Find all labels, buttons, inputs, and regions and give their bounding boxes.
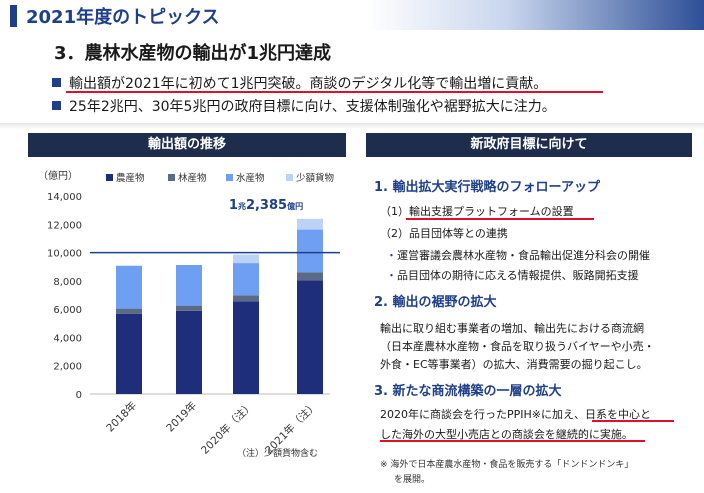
highlight-underline	[66, 91, 603, 93]
bar-segment	[297, 272, 323, 281]
y-tick-label: 10,000	[47, 249, 82, 260]
item-dot-1-text: 運営審議会農林水産物・食品輸出促進分科会の開催	[397, 249, 650, 262]
y-tick-label: 12,000	[47, 220, 82, 231]
item-dot-2-text: 品目団体の期待に応える情報提供、販路開拓支援	[397, 269, 639, 282]
bar-segment	[297, 229, 323, 273]
page-title: 2021年度のトピックス	[26, 7, 220, 28]
footnote-line-2: を展開。	[394, 475, 431, 485]
legend-swatch	[168, 174, 175, 181]
s2-line-3: 外食・EC等事業者）の拡大、消費需要の掘り起こし。	[380, 358, 648, 371]
bar-segment	[233, 301, 259, 394]
chart-legend: 農産物 林産物 水産物 少額貨物	[106, 172, 335, 184]
strategy-heading-3: 3. 新たな商流構築の一層の拡大	[374, 384, 562, 399]
panel-header-new-targets: 新政府目標に向けて	[366, 133, 692, 157]
export-value-chart: （億円） 農産物 林産物 水産物 少額貨物 0 2,000 4,000 6,000 8,000…	[38, 169, 340, 459]
highlight-underline	[406, 218, 594, 220]
legend-swatch	[226, 174, 233, 181]
y-axis: 0 2,000 4,000 6,000 8,000 10,000 12,000 14,000	[47, 192, 330, 401]
legend-label: 水産物	[236, 172, 265, 184]
y-tick-label: 4,000	[53, 333, 82, 344]
legend-label: 農産物	[116, 172, 145, 184]
bar-segment	[297, 218, 323, 230]
callout-number-1: 1	[229, 198, 238, 213]
bullet-square-icon	[52, 101, 61, 110]
panel-header-export-trend: 輸出額の推移	[28, 133, 346, 157]
footnote-line-1: ※ 海外で日本産農水産物・食品を販売する「ドンドンドンキ」	[380, 460, 634, 470]
strategy-heading-2: 2. 輸出の裾野の拡大	[374, 295, 497, 310]
section-subtitle: 3．農林水産物の輸出が1兆円達成	[54, 43, 332, 64]
bullet-square-icon	[52, 78, 61, 87]
header-bar	[0, 0, 704, 30]
bar-segment	[176, 265, 202, 306]
callout-number-2: 2,385	[246, 198, 287, 213]
bullet-2: 25年2兆円、30年5兆円の政府目標に向け、支援体制強化や裾野拡大に注力。	[52, 96, 556, 116]
total-callout: 1兆2,385億円	[229, 198, 303, 213]
legend-label: 少額貨物	[296, 172, 335, 184]
y-tick-label: 0	[76, 390, 82, 401]
item-platform: （1）輸出支援プラットフォームの設置	[380, 205, 574, 218]
bar-segment	[233, 263, 259, 296]
bar-segment	[233, 254, 259, 264]
bars	[90, 218, 340, 394]
y-tick-label: 14,000	[47, 192, 82, 203]
callout-unit-cho: 兆	[238, 201, 246, 211]
y-axis-unit-label: （億円）	[38, 169, 78, 182]
y-tick-label: 2,000	[53, 362, 82, 373]
bar-segment	[233, 295, 259, 302]
y-tick-label: 8,000	[53, 277, 82, 288]
highlight-underline	[380, 440, 645, 442]
callout-unit-okuyen: 億円	[287, 201, 303, 211]
item-dot-2: 品目団体の期待に応える情報提供、販路開拓支援	[386, 267, 639, 283]
chart-footnote: （注）少額貨物含む	[237, 447, 318, 459]
section-divider	[0, 123, 704, 129]
bar-segment	[297, 280, 323, 394]
bar-segment	[116, 308, 142, 314]
bullet-1: 輸出額が2021年に初めて1兆円突破。商談のデジタル化等で輸出増に貢献。	[52, 73, 547, 93]
x-tick-label: 2018年	[104, 399, 140, 435]
s2-line-1: 輸出に取り組む事業者の増加、輸出先における商流網	[380, 322, 644, 335]
bar-segment	[116, 313, 142, 394]
item-dot-1: 運営審議会農林水産物・食品輸出促進分科会の開催	[386, 247, 650, 263]
highlight-underline	[592, 420, 674, 422]
strategy-heading-1: 1. 輸出拡大実行戦略のフォローアップ	[374, 180, 600, 195]
legend-swatch	[286, 174, 293, 181]
legend-label: 林産物	[178, 172, 207, 184]
item-partnership: （2）品目団体等との連携	[380, 227, 508, 240]
bullet-1-text: 輸出額が2021年に初めて1兆円突破。商談のデジタル化等で輸出増に貢献。	[69, 76, 548, 92]
header-accent	[10, 5, 17, 27]
s3-line-2: した海外の大型小売店との商談会を継続的に実施。	[380, 428, 633, 441]
bar-segment	[116, 265, 142, 309]
x-tick-label: 2019年	[164, 399, 200, 435]
bar-segment	[176, 305, 202, 311]
bar-segment	[176, 310, 202, 394]
y-tick-label: 6,000	[53, 305, 82, 316]
s2-line-2: （日本産農林水産物・食品を取り扱うバイヤーや小売・	[380, 340, 655, 353]
legend-swatch	[106, 174, 113, 181]
s3-line-1: 2020年に商談会を行ったPPIH※に加え、日系を中心と	[380, 408, 651, 421]
bullet-2-text: 25年2兆円、30年5兆円の政府目標に向け、支援体制強化や裾野拡大に注力。	[69, 99, 556, 115]
